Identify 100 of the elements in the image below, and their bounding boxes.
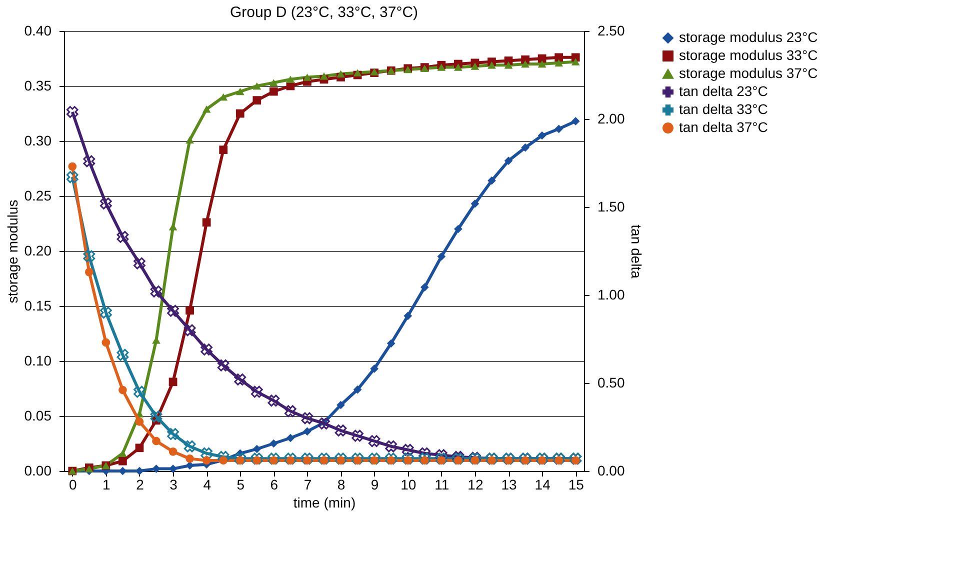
y-tick-label: 0.25 [24,188,52,204]
point [269,439,278,448]
point [454,224,462,234]
point [301,452,314,465]
point [252,82,262,90]
point [368,435,380,448]
y-tick-label: 0.40 [24,22,52,38]
point [385,452,398,465]
point [186,454,194,463]
y2-tick-label: 0.50 [598,374,625,390]
point [150,410,162,422]
point [234,452,246,465]
point [504,156,513,165]
point [250,452,263,465]
point [252,96,262,104]
point [303,427,312,436]
legend-label: storage modulus 23°C [679,29,818,45]
x-tick-label: 3 [170,476,178,492]
y2-tick-label: 1.50 [598,198,625,214]
point [184,440,196,452]
point [488,61,496,69]
x-tick-label: 4 [203,476,212,492]
point [504,61,513,69]
y2-tick-label: 1.00 [598,286,625,302]
point [268,452,280,465]
point [353,385,362,394]
point [334,424,347,436]
point [286,434,295,442]
y-tick-label: 0.15 [24,298,52,314]
point [402,452,414,465]
point [200,447,213,460]
point [252,444,262,454]
point [83,155,96,168]
y2-axis-title: tan delta [628,224,645,279]
point [521,60,530,68]
point [186,306,194,315]
point [168,447,178,456]
y2-tick-label: 2.00 [598,110,625,126]
point [420,283,429,292]
point [116,230,129,243]
point [200,344,213,356]
legend-label: storage modulus 37°C [679,65,818,81]
point [134,386,146,398]
y2-tick-label: 0.00 [598,462,625,478]
legend-label: tan delta 23°C [679,83,768,99]
point [538,60,546,68]
x-tick-label: 0 [68,476,77,492]
point [118,456,127,466]
y-tick-label: 0.10 [24,352,52,368]
point [217,450,230,463]
legend-label: tan delta 33°C [679,101,768,117]
point [66,171,78,184]
point [217,359,230,372]
point [336,400,345,410]
point [219,146,228,154]
point [437,252,446,261]
point [268,394,280,407]
x-tick-label: 14 [534,476,551,492]
point [135,418,144,426]
y-tick-label: 0.35 [24,78,52,94]
point [118,450,127,458]
point [301,412,314,424]
point [318,418,330,430]
point [269,87,278,96]
y2-tick-label: 2.50 [598,22,625,38]
point [352,452,364,465]
x-tick-label: 2 [136,476,144,492]
point [269,79,278,86]
point [236,109,244,118]
point [554,53,564,62]
point [521,143,530,152]
x-tick-label: 8 [337,476,346,492]
x-axis-title: time (min) [293,494,356,510]
point [334,452,347,465]
legend-label: tan delta 37°C [679,119,768,135]
point [454,64,462,71]
x-tick-label: 6 [270,476,278,492]
x-tick-label: 1 [102,476,111,492]
x-tick-label: 5 [236,476,245,492]
point [368,452,380,465]
x-tick-label: 13 [501,476,518,492]
point [488,176,496,185]
point [286,76,295,84]
chart-title: Group D (23°C, 33°C, 37°C) [230,4,418,21]
point [402,444,414,456]
y-tick-label: 0.05 [24,408,52,424]
point [102,338,110,347]
point [83,250,96,262]
point [134,257,146,270]
point [202,105,211,113]
point [303,74,312,81]
point [470,200,480,208]
point [236,88,244,96]
point [250,386,263,398]
point [336,70,345,78]
point [385,440,398,452]
point [571,53,580,62]
point [167,428,179,440]
point [353,69,362,76]
point [84,268,94,276]
